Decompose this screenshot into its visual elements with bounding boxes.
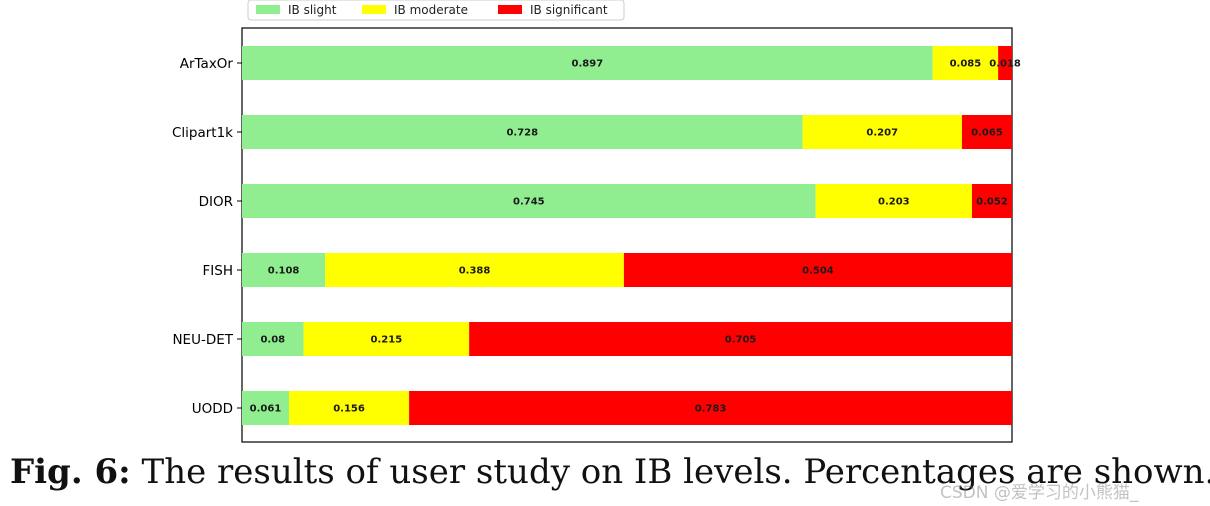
y-axis: ArTaxOr Clipart1k DIOR FISH NEU-DET UODD: [172, 56, 242, 417]
bar-uodd-ib-slight: [242, 391, 289, 425]
legend-swatch: [498, 5, 522, 14]
legend-label: IB moderate: [394, 3, 468, 17]
bar-neu-det-ib-significant: [469, 322, 1012, 356]
bars: 0.897 0.085 0.018 0.728 0.207 0.065 0.745 0.203…: [242, 46, 1021, 425]
bar-uodd-ib-moderate: [288, 391, 410, 425]
bar-neu-det-ib-slight: [242, 322, 304, 356]
y-tick-label: NEU-DET: [172, 332, 233, 348]
data-label: 0.052: [976, 197, 1008, 208]
stacked-bar-chart: IB slight IB moderate IB significant 0.897…: [172, 0, 1021, 443]
caption-label: Fig. 6:: [10, 452, 131, 492]
bar-artaxor-ib-significant: [998, 46, 1012, 80]
bar-dior-ib-slight: [242, 184, 816, 218]
bar-clipart1k-ib-significant: [961, 115, 1012, 149]
legend-frame: [247, 0, 625, 21]
data-label: 0.156: [333, 404, 365, 415]
legend-label: IB slight: [288, 3, 337, 17]
legend-swatch: [362, 5, 386, 14]
data-label: 0.018: [989, 59, 1021, 70]
plot-frame: [241, 27, 1013, 443]
y-tick-label: ArTaxOr: [180, 56, 234, 72]
data-label: 0.705: [725, 335, 757, 346]
data-label: 0.108: [268, 266, 300, 277]
figure-caption: Fig. 6: The results of user study on IB …: [10, 452, 1210, 492]
bar-uodd-ib-significant: [409, 391, 1013, 425]
caption-text: The results of user study on IB levels. …: [141, 452, 1210, 492]
watermark: CSDN @爱学习的小熊猫_: [940, 483, 1139, 503]
y-tick-label: Clipart1k: [172, 125, 233, 141]
bar-dior-ib-significant: [971, 184, 1012, 218]
bar-clipart1k-ib-moderate: [802, 115, 962, 149]
legend-swatch: [256, 5, 280, 14]
bar-artaxor-ib-moderate: [932, 46, 999, 80]
data-label: 0.203: [878, 197, 910, 208]
data-label: 0.061: [250, 404, 282, 415]
data-label: 0.504: [802, 266, 834, 277]
data-label: 0.08: [260, 335, 285, 346]
y-tick-label: UODD: [192, 401, 233, 417]
data-label: 0.388: [459, 266, 491, 277]
data-label: 0.085: [950, 59, 982, 70]
y-tick-label: FISH: [203, 263, 233, 279]
y-tick-label: DIOR: [199, 194, 233, 210]
bar-neu-det-ib-moderate: [303, 322, 470, 356]
bar-fish-ib-slight: [242, 253, 326, 287]
data-label: 0.207: [866, 128, 898, 139]
bar-fish-ib-moderate: [325, 253, 624, 287]
data-label: 0.065: [971, 128, 1003, 139]
legend: IB slight IB moderate IB significant: [247, 0, 625, 21]
data-label: 0.215: [371, 335, 403, 346]
bar-fish-ib-significant: [623, 253, 1012, 287]
bar-artaxor-ib-slight: [242, 46, 933, 80]
data-label: 0.728: [506, 128, 538, 139]
data-label: 0.783: [695, 404, 727, 415]
legend-label: IB significant: [530, 3, 608, 17]
bar-dior-ib-moderate: [815, 184, 972, 218]
bar-clipart1k-ib-slight: [242, 115, 803, 149]
data-label: 0.897: [572, 59, 604, 70]
data-label: 0.745: [513, 197, 545, 208]
